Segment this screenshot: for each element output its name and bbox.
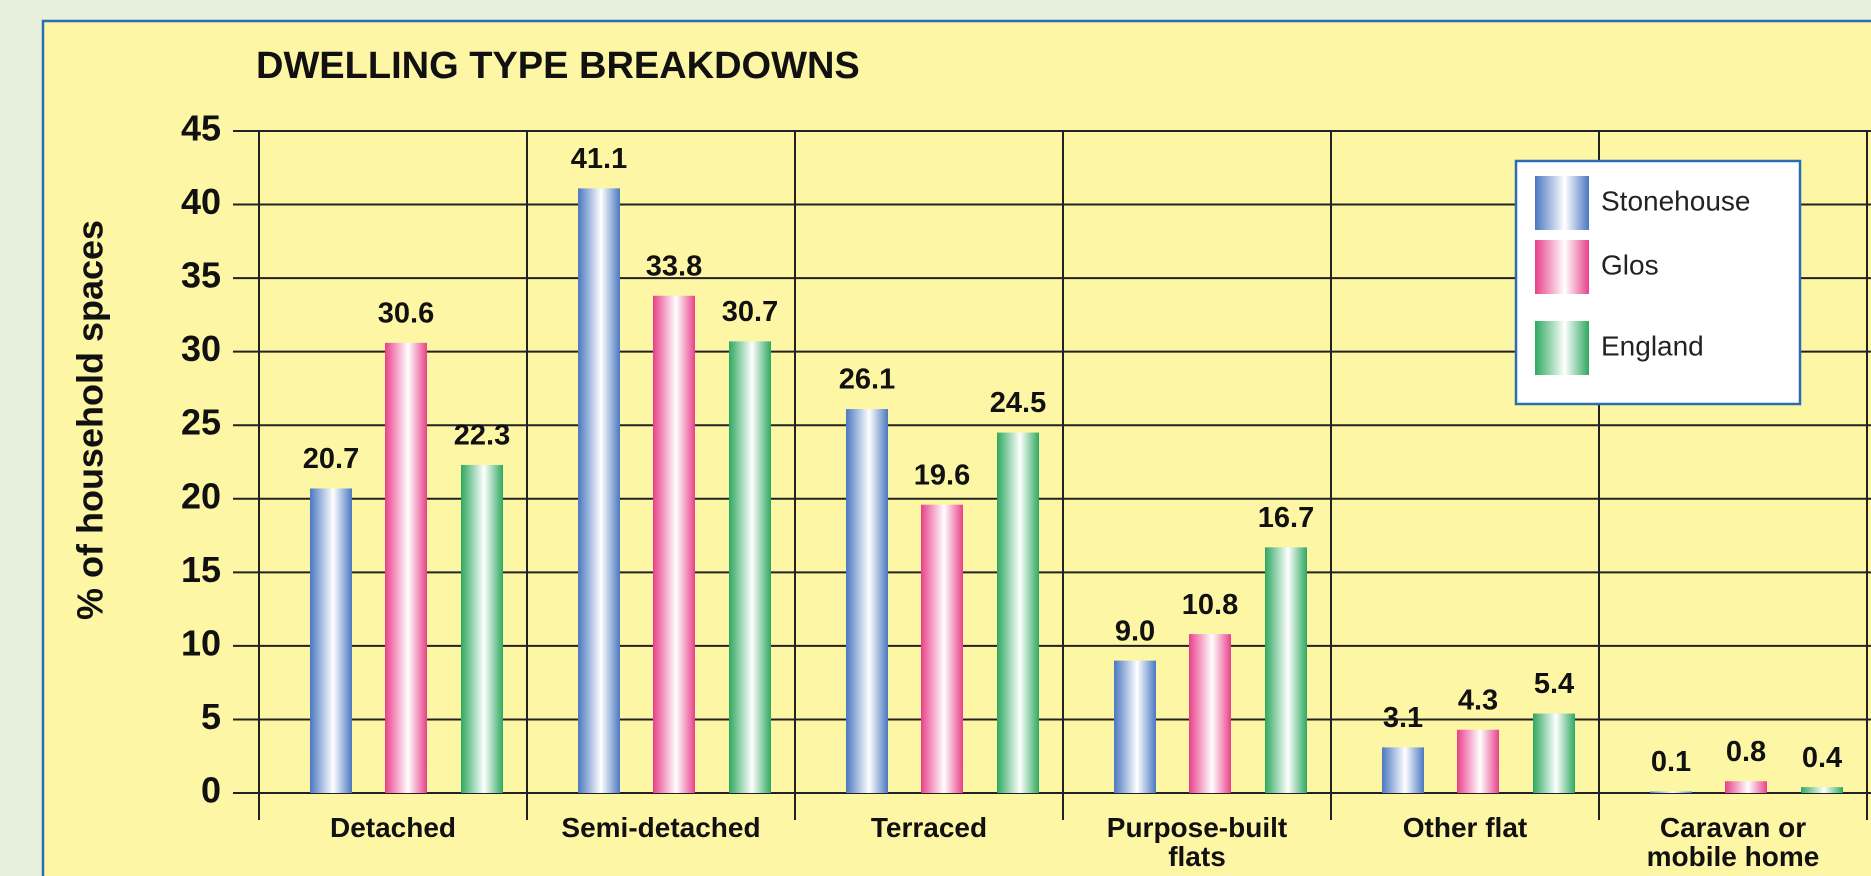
value-label: 33.8: [646, 250, 702, 282]
value-label: 9.0: [1115, 615, 1155, 647]
chart-title: DWELLING TYPE BREAKDOWNS: [256, 45, 860, 87]
bar: [461, 464, 503, 793]
bar: [385, 342, 427, 793]
x-tick-label: Purpose-built flats: [1106, 812, 1288, 873]
value-label: 30.6: [378, 297, 434, 329]
bar: [729, 341, 771, 793]
legend-label: England: [1601, 330, 1704, 361]
value-label: 0.1: [1651, 746, 1691, 778]
bar: [1533, 713, 1575, 793]
x-tick-label: Other flat: [1402, 812, 1528, 843]
bar: [997, 432, 1039, 793]
y-tick-label: 10: [181, 622, 221, 663]
value-label: 41.1: [571, 143, 627, 175]
value-label: 26.1: [839, 364, 895, 396]
x-tick-label: Semi-detached: [561, 812, 761, 843]
value-label: 0.8: [1726, 736, 1766, 768]
bar: [921, 504, 963, 793]
bar: [846, 409, 888, 793]
y-tick-label: 40: [181, 181, 221, 222]
value-label: 5.4: [1534, 668, 1574, 700]
value-label: 4.3: [1458, 684, 1498, 716]
value-label: 0.4: [1802, 742, 1842, 774]
value-label: 22.3: [454, 420, 510, 452]
legend-label: Glos: [1601, 249, 1659, 280]
y-tick-label: 25: [181, 402, 221, 443]
y-tick-label: 0: [201, 770, 221, 811]
y-tick-label: 5: [201, 696, 221, 737]
x-tick-label: Caravan or mobile home: [1646, 812, 1820, 873]
value-label: 30.7: [722, 296, 778, 328]
bar: [653, 295, 695, 793]
bar: [1265, 547, 1307, 793]
y-tick-label: 30: [181, 328, 221, 369]
bar: [1650, 791, 1692, 793]
value-label: 20.7: [303, 443, 359, 475]
y-axis-label: % of household spaces: [70, 220, 111, 620]
legend-swatch: [1535, 321, 1589, 375]
value-label: 19.6: [914, 459, 970, 491]
y-tick-label: 45: [181, 108, 221, 149]
y-tick-label: 35: [181, 255, 221, 296]
bar: [1457, 729, 1499, 793]
x-tick-label: Terraced: [870, 812, 988, 843]
legend-swatch: [1535, 240, 1589, 294]
x-tick-label: Detached: [329, 812, 457, 843]
bar: [1382, 747, 1424, 793]
bar: [578, 188, 620, 793]
bar: [1189, 634, 1231, 793]
value-label: 16.7: [1258, 502, 1314, 534]
value-label: 24.5: [990, 387, 1046, 419]
bar: [1114, 660, 1156, 793]
legend-swatch: [1535, 176, 1589, 230]
bar: [1801, 787, 1843, 793]
y-tick-label: 20: [181, 475, 221, 516]
value-label: 10.8: [1182, 589, 1238, 621]
value-label: 3.1: [1383, 702, 1423, 734]
bar: [310, 488, 352, 793]
legend-label: Stonehouse: [1601, 185, 1750, 216]
bar: [1725, 781, 1767, 793]
y-tick-label: 15: [181, 549, 221, 590]
